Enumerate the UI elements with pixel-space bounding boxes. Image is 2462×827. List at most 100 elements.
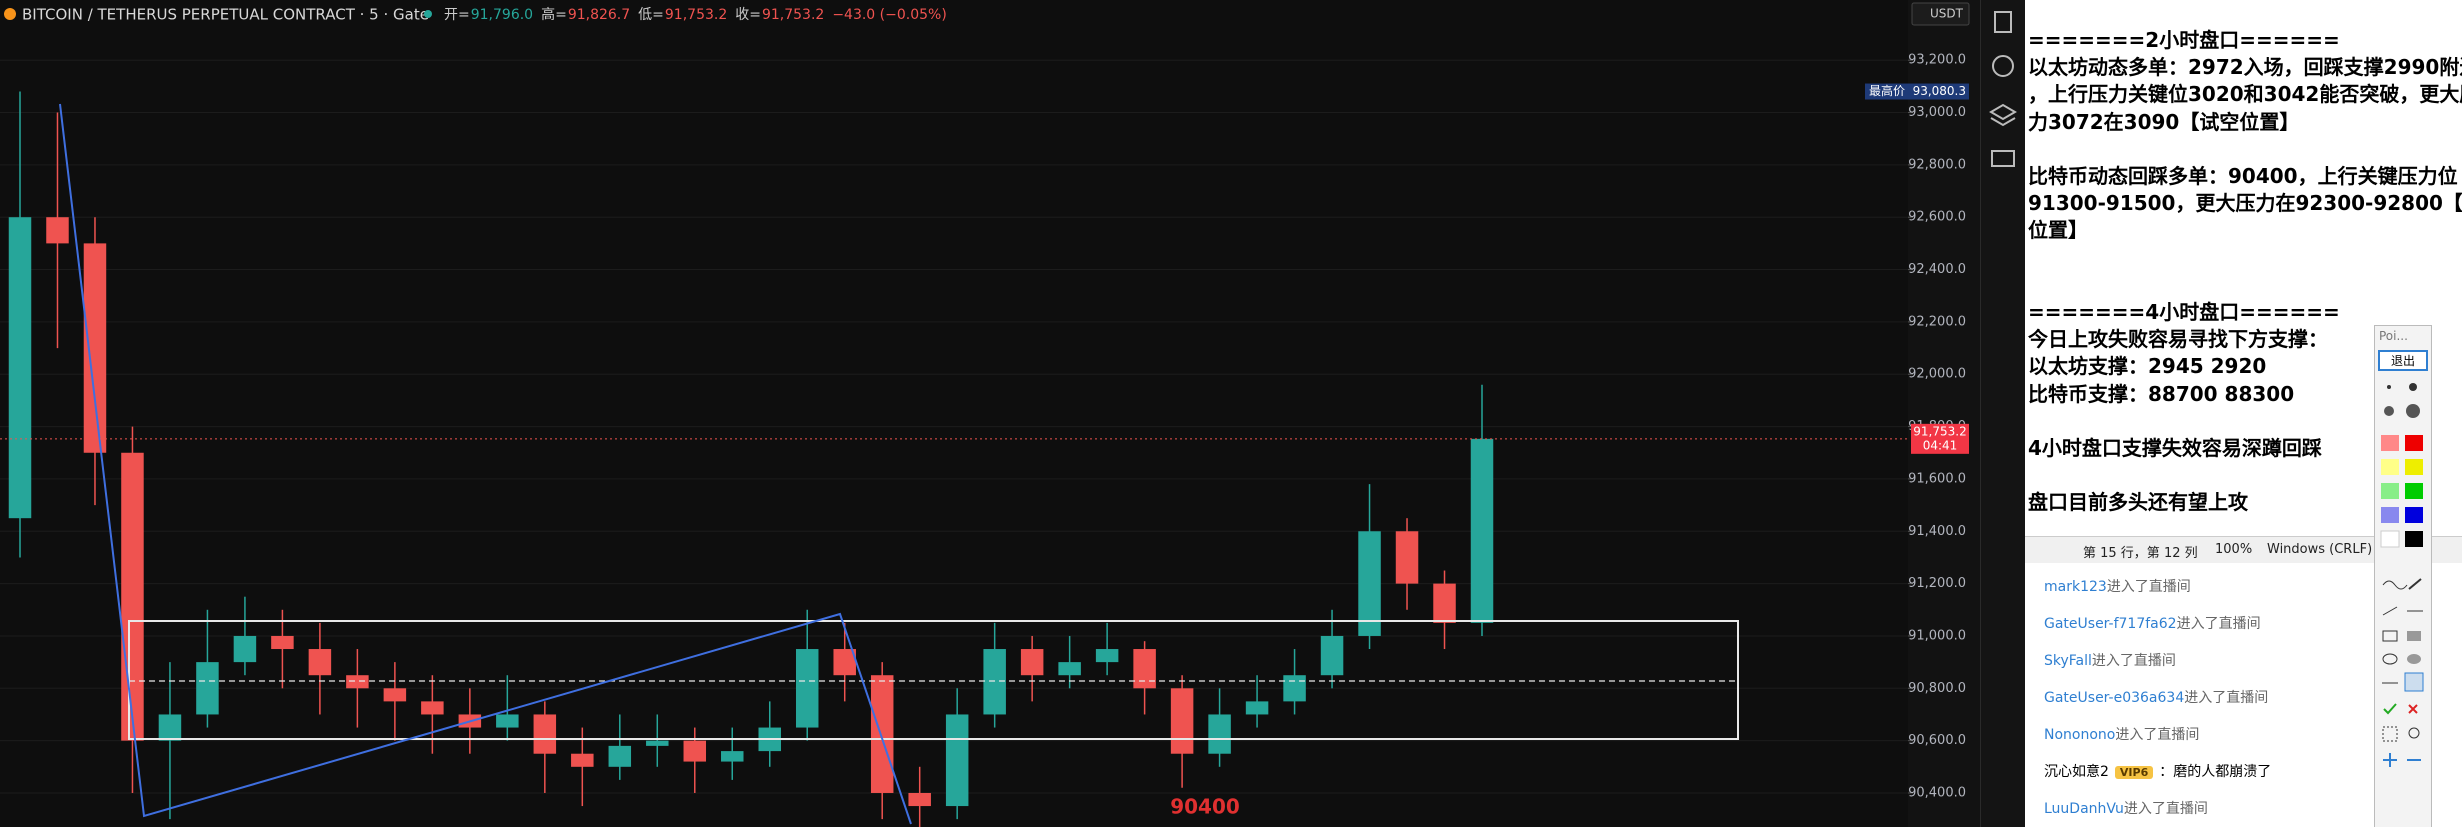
chat-text: 进入了直播间 bbox=[2176, 616, 2261, 632]
coin-icon bbox=[4, 8, 16, 20]
notepad-line: 位置】 bbox=[2028, 218, 2088, 243]
candle-body bbox=[721, 751, 744, 762]
tool-pencil[interactable] bbox=[2408, 578, 2422, 590]
status-item: 第 15 行，第 12 列 bbox=[2083, 546, 2198, 561]
y-tick-label: 92,400.0 bbox=[1908, 262, 1966, 277]
alert-icon[interactable] bbox=[1992, 55, 2014, 77]
notepad-line: 4小时盘口支撑失效容易深蹲回踩 bbox=[2028, 436, 2322, 460]
notepad-line: 盘口目前多头还有望上攻 bbox=[2028, 490, 2248, 515]
quote-select[interactable] bbox=[1911, 2, 1970, 26]
last-price-label: 91,753.2 bbox=[1913, 424, 1966, 438]
candle-body bbox=[1358, 531, 1381, 636]
color-swatch[interactable] bbox=[2381, 507, 2399, 523]
candle-body bbox=[83, 243, 107, 453]
candle-body bbox=[533, 714, 557, 754]
notepad-line: 力3072在3090【试空位置】 bbox=[2028, 109, 2300, 134]
notepad-line: 今日上攻失败容易寻找下方支撑： bbox=[2028, 327, 2328, 352]
chat-user[interactable]: Nononono bbox=[2044, 727, 2116, 743]
y-tick-label: 92,800.0 bbox=[1908, 157, 1966, 172]
high-marker-box bbox=[1865, 83, 1969, 100]
size-medium[interactable] bbox=[2409, 383, 2417, 391]
tool-rect-fill[interactable] bbox=[2407, 631, 2421, 641]
candle-body bbox=[346, 675, 369, 689]
stat-label: 收= bbox=[735, 7, 761, 23]
exit-button[interactable]: 退出 bbox=[2378, 350, 2428, 371]
y-tick-label: 92,600.0 bbox=[1908, 210, 1966, 225]
trend-lines bbox=[59, 103, 912, 825]
candle-body bbox=[683, 740, 707, 762]
chat-user[interactable]: SkyFall bbox=[2044, 653, 2092, 669]
chat-text: 进入了直播间 bbox=[2091, 653, 2176, 669]
color-swatch[interactable] bbox=[2405, 531, 2423, 547]
layers-icon[interactable] bbox=[1989, 103, 2017, 127]
tool-ellipse-fill[interactable] bbox=[2407, 654, 2421, 664]
chat-row: Nononono进入了直播间 bbox=[2044, 724, 2199, 744]
tool-cross[interactable] bbox=[2408, 704, 2418, 714]
change: −43.0 (−0.05%) bbox=[832, 7, 946, 23]
y-tick-label: 93,000.0 bbox=[1908, 105, 1966, 120]
notepad-line: 比特币支撑：88700 88300 bbox=[2028, 381, 2295, 406]
color-swatch[interactable] bbox=[2405, 435, 2423, 451]
stat-value: 91,826.7 bbox=[568, 7, 630, 23]
candle-body bbox=[1395, 531, 1419, 584]
candle-body bbox=[608, 745, 632, 767]
chat-user[interactable]: LuuDanhVu bbox=[2044, 801, 2124, 817]
tool-zoom[interactable] bbox=[2408, 727, 2420, 739]
candle-body bbox=[308, 649, 332, 676]
chat-user[interactable]: 沉心如意2 bbox=[2044, 764, 2109, 780]
chat-user[interactable]: GateUser-f717fa62 bbox=[2044, 616, 2177, 632]
candle-body bbox=[908, 792, 931, 807]
candle-body bbox=[1095, 649, 1119, 663]
size-large[interactable] bbox=[2384, 406, 2394, 416]
color-swatch[interactable] bbox=[2405, 459, 2423, 475]
tool-ellipse[interactable] bbox=[2382, 653, 2398, 665]
chat-row: GateUser-e036a634进入了直播间 bbox=[2044, 687, 2268, 707]
tool-plus[interactable] bbox=[2383, 753, 2397, 767]
chat-user[interactable]: mark123 bbox=[2044, 579, 2107, 595]
chat-row: 沉心如意2 VIP6 ：磨的人都崩溃了 bbox=[2044, 761, 2271, 781]
status-item: Windows (CRLF) bbox=[2267, 542, 2373, 557]
color-swatch[interactable] bbox=[2405, 483, 2423, 499]
candle-body bbox=[1433, 583, 1456, 623]
color-swatch[interactable] bbox=[2381, 483, 2399, 499]
notes-icon[interactable] bbox=[1994, 11, 2012, 33]
candle-body bbox=[271, 635, 294, 650]
tool-check[interactable] bbox=[2383, 703, 2397, 715]
candle-body bbox=[496, 714, 519, 728]
candle-body bbox=[983, 649, 1006, 715]
tool-text[interactable] bbox=[2404, 672, 2424, 692]
tool-select[interactable] bbox=[2382, 726, 2398, 742]
y-tick-label: 91,400.0 bbox=[1908, 524, 1966, 539]
candle-body bbox=[233, 635, 257, 663]
chat-icon[interactable] bbox=[1991, 150, 2015, 167]
chat-user[interactable]: GateUser-e036a634 bbox=[2044, 690, 2185, 706]
candle-body bbox=[421, 701, 444, 715]
quote-label[interactable]: USDT bbox=[1930, 7, 1964, 21]
chat-badge: VIP6 bbox=[2114, 766, 2154, 779]
color-swatch[interactable] bbox=[2405, 507, 2423, 523]
candle-body bbox=[8, 217, 32, 519]
notepad-line: 以太坊动态多单：2972入场，回踩支撑2990附近 bbox=[2028, 55, 2462, 80]
notepad-line: 以太坊支撑：2945 2920 bbox=[2028, 354, 2267, 379]
stat-label: 开= bbox=[444, 7, 470, 23]
candle-body bbox=[646, 740, 669, 746]
chat-text: 进入了直播间 bbox=[2123, 801, 2208, 817]
candle-body bbox=[571, 753, 594, 767]
stat-value: 91,753.2 bbox=[762, 7, 824, 23]
color-swatch[interactable] bbox=[2380, 530, 2400, 548]
stat-value: 91,796.0 bbox=[471, 7, 533, 23]
chat-row: LuuDanhVu进入了直播间 bbox=[2044, 798, 2208, 818]
tool-curve[interactable] bbox=[2382, 580, 2408, 590]
color-swatch[interactable] bbox=[2381, 459, 2399, 475]
y-tick-label: 90,800.0 bbox=[1908, 681, 1966, 696]
tool-rect[interactable] bbox=[2382, 630, 2398, 642]
tool-line[interactable] bbox=[2382, 606, 2398, 616]
price-axis bbox=[1908, 0, 1980, 827]
size-small[interactable] bbox=[2387, 385, 2391, 389]
size-xlarge[interactable] bbox=[2406, 404, 2420, 418]
status-dot bbox=[424, 10, 432, 18]
candle-body bbox=[196, 662, 219, 715]
stat-value: 91,753.2 bbox=[665, 7, 727, 23]
high-marker-value: 93,080.3 bbox=[1913, 84, 1966, 98]
color-swatch[interactable] bbox=[2381, 435, 2399, 451]
